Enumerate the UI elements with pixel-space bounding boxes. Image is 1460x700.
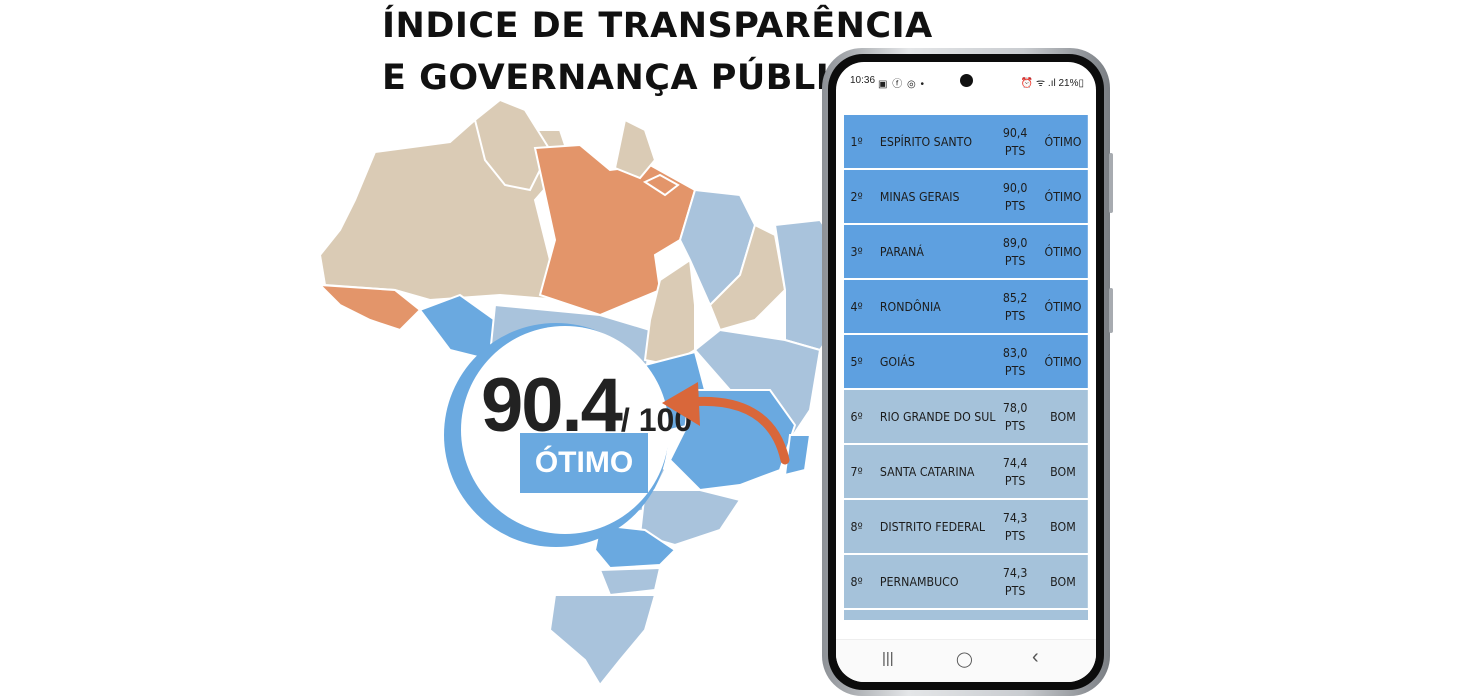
row-classification: ÓTIMO [1044, 354, 1082, 369]
row-rank: 4º [850, 299, 863, 314]
headline: ÍNDICE DE TRANSPARÊNCIA E GOVERNANÇA PÚB… [382, 0, 933, 104]
row-state: PARANÁ [879, 244, 924, 259]
row-classification: ÓTIMO [1044, 299, 1082, 314]
map-state-piaui [708, 223, 787, 332]
row-state: GOIÁS [879, 354, 915, 369]
row-points-unit: PTS [1004, 583, 1026, 598]
map-state-acre [317, 283, 422, 332]
row-points-value: 78,0 [1002, 400, 1028, 415]
table-row: 3º PARANÁ 89,0 PTS ÓTIMO [844, 225, 1088, 278]
row-points: 85,2 PTS [992, 289, 1038, 325]
row-classification: ÓTIMO [1044, 189, 1082, 204]
status-system-icons: ⏰ ᯤ .ıl 21%▯ [1020, 78, 1084, 89]
row-points: 90,4 PTS [992, 124, 1038, 160]
row-points-unit: PTS [1004, 363, 1026, 378]
front-camera-icon [960, 74, 973, 87]
row-classification: BOM [1050, 464, 1076, 479]
headline-line-1: ÍNDICE DE TRANSPARÊNCIA [382, 6, 933, 46]
table-row: 2º MINAS GERAIS 90,0 PTS ÓTIMO [844, 170, 1088, 223]
row-rank: 6º [850, 409, 863, 424]
table-row: 5º GOIÁS 83,0 PTS ÓTIMO [844, 335, 1088, 388]
phone-screen: 10:36 ▣ ⓕ ◎ • ⏰ ᯤ .ıl 21%▯ 1º ESPÍRITO S… [836, 62, 1096, 682]
row-points-unit: PTS [1004, 418, 1026, 433]
row-rank: 8º [850, 574, 863, 589]
map-state-rio-grande-do-sul [548, 594, 657, 687]
table-row: 8º PERNAMBUCO 74,3 PTS BOM [844, 555, 1088, 608]
row-classification: BOM [1050, 519, 1076, 534]
row-points: 89,0 PTS [992, 234, 1038, 270]
row-points: 78,0 PTS [992, 399, 1038, 435]
row-points-unit: PTS [1004, 473, 1026, 488]
score-rating-label: ÓTIMO [534, 446, 634, 479]
recent-apps-button[interactable]: ||| [882, 650, 894, 667]
row-rank: 5º [850, 354, 863, 369]
row-points: 74,3 PTS [992, 564, 1038, 600]
table-row-partial [844, 610, 1088, 620]
row-classification: BOM [1050, 574, 1076, 589]
row-points-value: 83,0 [1002, 345, 1028, 360]
phone-power-button [1109, 288, 1113, 333]
row-classification: ÓTIMO [1044, 134, 1082, 149]
row-classification: ÓTIMO [1044, 244, 1082, 259]
row-points: 83,0 PTS [992, 344, 1038, 380]
row-state: ESPÍRITO SANTO [879, 134, 973, 149]
table-row: 4º RONDÔNIA 85,2 PTS ÓTIMO [844, 280, 1088, 333]
android-nav-bar: ||| ◯ ‹ [836, 639, 1096, 682]
row-classification: BOM [1050, 409, 1076, 424]
row-state: SANTA CATARINA [879, 464, 975, 479]
table-row: 6º RIO GRANDE DO SUL 78,0 PTS BOM [844, 390, 1088, 443]
row-rank: 1º [850, 134, 863, 149]
row-points-unit: PTS [1004, 528, 1026, 543]
map-state-santa-catarina [598, 566, 662, 597]
row-points-unit: PTS [1004, 198, 1026, 213]
row-points-unit: PTS [1004, 308, 1026, 323]
row-state: RIO GRANDE DO SUL [879, 409, 996, 424]
back-button[interactable]: ‹ [1032, 646, 1039, 668]
row-state: DISTRITO FEDERAL [879, 519, 985, 534]
row-state: MINAS GERAIS [879, 189, 960, 204]
headline-line-2: E GOVERNANÇA PÚBLICA [382, 58, 884, 98]
curved-arrow-icon [662, 382, 790, 465]
row-points-value: 85,2 [1002, 290, 1028, 305]
table-row: 8º DISTRITO FEDERAL 74,3 PTS BOM [844, 500, 1088, 553]
smartphone: 10:36 ▣ ⓕ ◎ • ⏰ ᯤ .ıl 21%▯ 1º ESPÍRITO S… [822, 48, 1113, 696]
phone-bezel: 10:36 ▣ ⓕ ◎ • ⏰ ᯤ .ıl 21%▯ 1º ESPÍRITO S… [828, 54, 1104, 690]
ranking-table: 1º ESPÍRITO SANTO 90,4 PTS ÓTIMO 2º MINAS… [844, 115, 1088, 620]
status-notification-icons: ▣ ⓕ ◎ • [878, 79, 926, 90]
score-rating-badge: ÓTIMO [520, 433, 648, 493]
home-button[interactable]: ◯ [956, 651, 973, 668]
row-points-value: 74,3 [1002, 565, 1028, 580]
row-points-unit: PTS [1004, 253, 1026, 268]
phone-volume-button [1109, 153, 1113, 213]
row-points-value: 89,0 [1002, 235, 1028, 250]
map-state-amapa [613, 118, 657, 180]
row-rank: 8º [850, 519, 863, 534]
row-points-value: 90,0 [1002, 180, 1028, 195]
row-state: RONDÔNIA [879, 299, 941, 314]
row-points-value: 74,4 [1002, 455, 1028, 470]
map-state-parana [593, 523, 677, 570]
row-points-unit: PTS [1004, 143, 1026, 158]
row-state: PERNAMBUCO [879, 574, 959, 589]
map-marajo [642, 173, 680, 197]
row-points: 90,0 PTS [992, 179, 1038, 215]
row-rank: 3º [850, 244, 863, 259]
row-rank: 2º [850, 189, 863, 204]
table-row: 1º ESPÍRITO SANTO 90,4 PTS ÓTIMO [844, 115, 1088, 168]
row-points-value: 90,4 [1002, 125, 1028, 140]
row-points: 74,4 PTS [992, 454, 1038, 490]
table-row: 7º SANTA CATARINA 74,4 PTS BOM [844, 445, 1088, 498]
status-bar: 10:36 ▣ ⓕ ◎ • ⏰ ᯤ .ıl 21%▯ [836, 62, 1096, 100]
row-rank: 7º [850, 464, 863, 479]
row-points: 74,3 PTS [992, 509, 1038, 545]
status-time: 10:36 [850, 75, 876, 86]
row-points-value: 74,3 [1002, 510, 1028, 525]
